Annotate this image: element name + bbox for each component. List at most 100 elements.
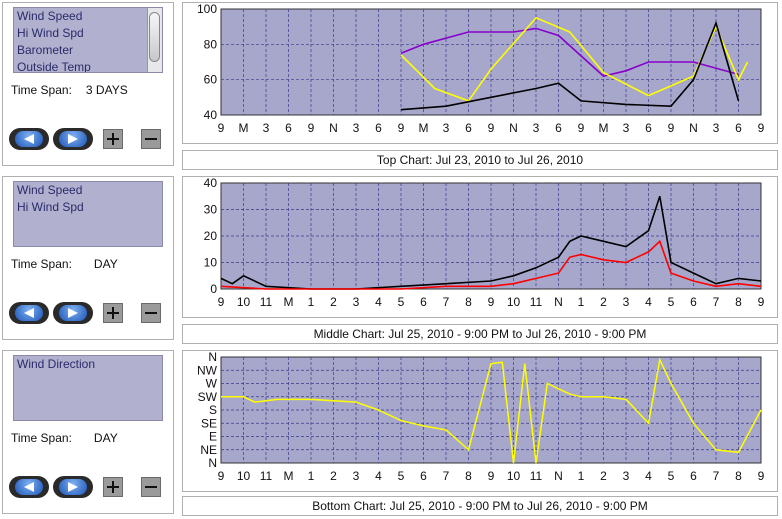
top-chart[interactable]: 40 60 80 100 9 M 3 6 9 N 3 6 9 M 3 6 9 N 3 6 9 M 3 6 9 N 3 6 9	[182, 2, 778, 144]
x-tick-label: 10	[507, 295, 521, 309]
plus-icon	[107, 481, 119, 493]
x-tick-label: 6	[555, 121, 562, 135]
series-line-wind-speed	[220, 196, 762, 290]
y-tick-label: 80	[204, 37, 218, 51]
y-tick-label: NW	[197, 363, 218, 377]
list-item[interactable]: Wind Speed	[17, 183, 83, 197]
x-tick-label: 9	[758, 295, 765, 309]
x-tick-label: N	[509, 121, 518, 135]
right-arrow-icon	[68, 308, 78, 318]
middle-chart-caption: Middle Chart: Jul 25, 2010 - 9:00 PM to …	[182, 324, 778, 344]
x-tick-label: 9	[488, 469, 495, 483]
x-tick-label: 1	[308, 469, 315, 483]
zoom-in-button[interactable]	[103, 303, 123, 323]
x-tick-label: 7	[443, 295, 450, 309]
back-button[interactable]	[9, 128, 49, 150]
left-arrow-icon	[24, 308, 34, 318]
forward-button[interactable]	[53, 302, 93, 324]
time-span-value: DAY	[93, 431, 118, 445]
x-tick-label: 10	[237, 295, 251, 309]
list-item[interactable]: Wind Speed	[17, 9, 83, 23]
series-list-middle[interactable]: Wind Speed Hi Wind Spd	[13, 181, 163, 247]
x-tick-label: 8	[465, 469, 472, 483]
x-tick-label: 4	[645, 295, 652, 309]
back-button[interactable]	[9, 302, 49, 324]
time-span-row: Time Span: 3 DAYS	[11, 83, 128, 97]
series-panel-middle: Wind Speed Hi Wind Spd Time Span: DAY	[2, 176, 174, 340]
x-tick-label: 7	[443, 469, 450, 483]
x-tick-label: 2	[600, 469, 607, 483]
x-tick-label: 11	[530, 295, 543, 309]
middle-chart[interactable]: 0 10 20 30 40 9 10 11 M 1 2 3 4 5 6 7 8 9 10 11 N 1 2 3 4 5 6 7 8 9	[182, 176, 778, 318]
x-tick-label: 9	[218, 121, 225, 135]
x-tick-label: 6	[645, 121, 652, 135]
x-tick-label: 2	[330, 469, 337, 483]
x-tick-label: M	[599, 121, 609, 135]
x-tick-label: 9	[398, 121, 405, 135]
time-span-row: Time Span: DAY	[11, 257, 118, 271]
x-tick-label: 9	[578, 121, 585, 135]
x-tick-label: 6	[690, 469, 697, 483]
chart-nav-middle	[7, 302, 167, 326]
x-tick-label: 6	[465, 121, 472, 135]
zoom-in-button[interactable]	[103, 129, 123, 149]
list-item[interactable]: Outside Temp	[17, 60, 91, 73]
back-button[interactable]	[9, 476, 49, 498]
scroll-thumb[interactable]	[149, 12, 160, 62]
list-item[interactable]: Wind Direction	[17, 357, 96, 371]
list-item[interactable]: Hi Wind Spd	[17, 26, 84, 40]
x-tick-label: 3	[623, 121, 630, 135]
x-tick-label: N	[329, 121, 338, 135]
minus-icon	[145, 312, 157, 314]
series-list-top[interactable]: Wind Speed Hi Wind Spd Barometer Outside…	[13, 7, 163, 73]
y-tick-label: N	[208, 456, 217, 470]
y-tick-label: 20	[204, 229, 218, 243]
x-tick-label: 8	[735, 469, 742, 483]
x-tick-label: 2	[600, 295, 607, 309]
series-panel-bottom: Wind Direction Time Span: DAY	[2, 350, 174, 514]
series-line-wind-direction	[221, 357, 762, 464]
x-tick-label: 11	[260, 469, 273, 483]
x-tick-label: 3	[353, 469, 360, 483]
y-tick-label: SE	[201, 416, 217, 430]
x-tick-label: 5	[668, 469, 675, 483]
x-tick-label: 9	[668, 121, 675, 135]
zoom-in-button[interactable]	[103, 477, 123, 497]
series-line-wind-speed	[400, 20, 740, 111]
left-arrow-icon	[24, 134, 34, 144]
forward-button[interactable]	[53, 128, 93, 150]
y-tick-label: N	[208, 351, 217, 364]
x-tick-label: 9	[758, 469, 765, 483]
x-tick-label: 8	[735, 295, 742, 309]
zoom-out-button[interactable]	[141, 129, 161, 149]
time-span-label: Time Span:	[11, 257, 72, 271]
x-tick-label: 7	[713, 295, 720, 309]
list-item[interactable]: Hi Wind Spd	[17, 200, 84, 214]
x-tick-label: 6	[420, 469, 427, 483]
zoom-out-button[interactable]	[141, 303, 161, 323]
forward-button[interactable]	[53, 476, 93, 498]
chart-nav-top	[7, 128, 167, 152]
plus-icon	[107, 307, 119, 319]
series-list-bottom[interactable]: Wind Direction	[13, 355, 163, 421]
x-tick-label: 3	[623, 295, 630, 309]
series-line-barometer	[400, 27, 739, 77]
list-scrollbar[interactable]	[147, 8, 162, 72]
zoom-out-button[interactable]	[141, 477, 161, 497]
plus-icon	[107, 133, 119, 145]
y-tick-label: E	[209, 430, 217, 444]
list-item[interactable]: Barometer	[17, 43, 74, 57]
x-tick-label: 6	[690, 295, 697, 309]
x-tick-label: 3	[623, 469, 630, 483]
x-tick-label: 5	[398, 469, 405, 483]
time-span-value: 3 DAYS	[85, 83, 128, 97]
x-tick-label: 3	[533, 121, 540, 135]
chart-nav-bottom	[7, 476, 167, 500]
x-tick-label: 8	[465, 295, 472, 309]
bottom-chart[interactable]: N NE E SE S SW W NW N 9 10 11 M 1 2 3 4 5 6 7 8 9 10 11 N 1 2 3 4 5 6 7…	[182, 350, 778, 492]
time-span-value: DAY	[93, 257, 118, 271]
x-tick-label: 6	[420, 295, 427, 309]
